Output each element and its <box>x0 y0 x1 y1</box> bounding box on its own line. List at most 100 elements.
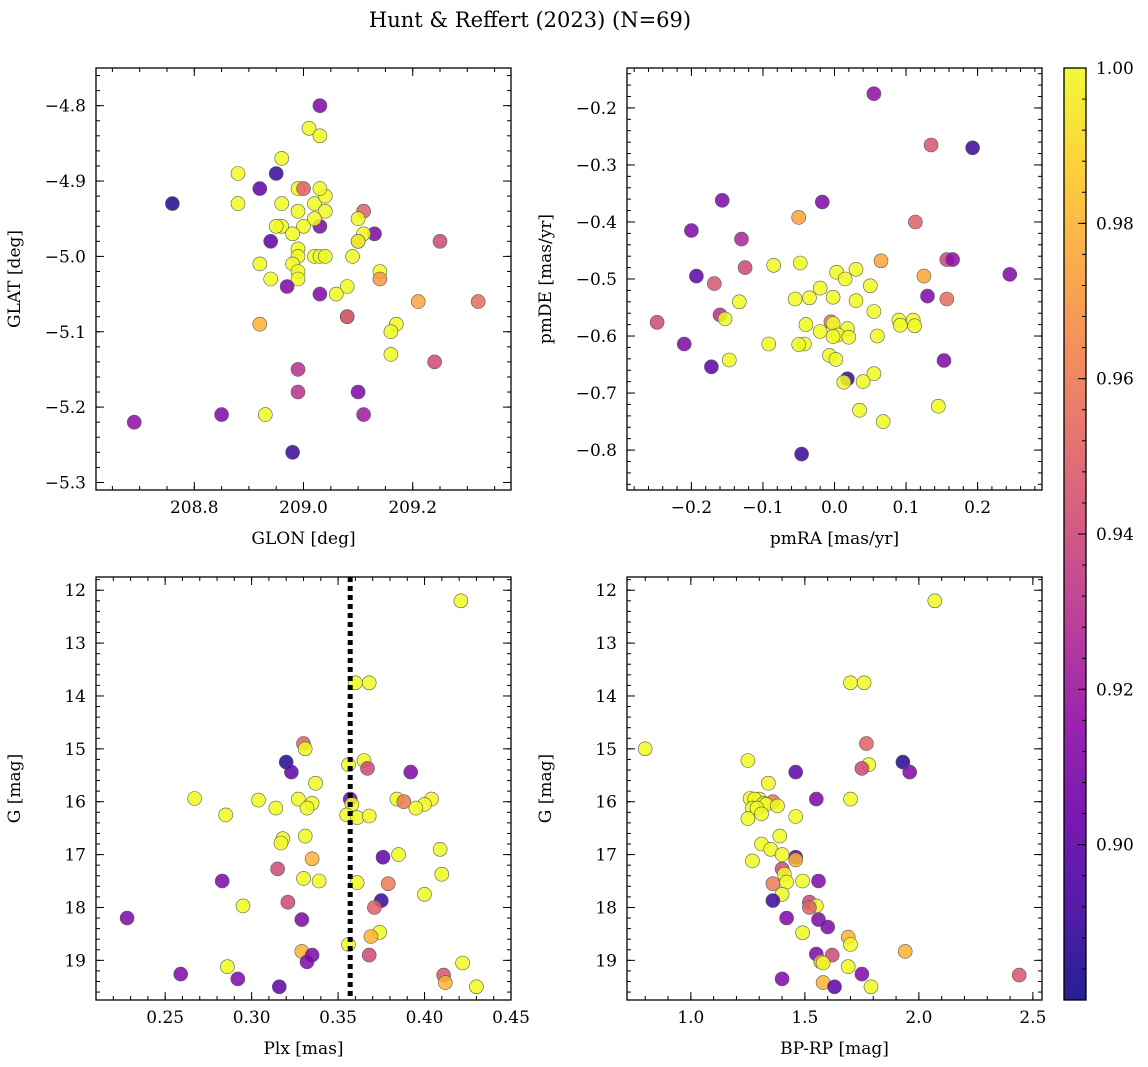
panel-cmd: 1.0 1.5 2.0 2.5 12 13 14 15 16 17 18 19 BP-RP [mag] G… <box>536 576 1046 1059</box>
x-tick-label: 1.5 <box>791 1008 818 1028</box>
data-point <box>916 268 932 284</box>
data-point <box>304 851 320 867</box>
data-point <box>214 407 229 422</box>
y-tick-label: 17 <box>595 846 617 866</box>
y-tick-label: 17 <box>64 846 86 866</box>
data-point <box>774 971 790 987</box>
data-point <box>706 276 722 291</box>
data-point <box>792 255 808 271</box>
data-point <box>328 286 344 302</box>
data-point <box>367 900 382 915</box>
data-point <box>349 875 365 890</box>
data-point <box>827 979 842 995</box>
data-point <box>285 226 300 242</box>
data-point <box>902 764 918 780</box>
x-tick-label: 0.1 <box>893 498 920 518</box>
data-point <box>927 593 943 609</box>
scatter-points <box>649 86 1018 462</box>
y-tick-label: −0.2 <box>576 99 617 119</box>
data-point <box>908 214 923 230</box>
data-point <box>939 291 955 307</box>
tick-marks <box>627 68 1042 490</box>
x-tick-label: 2.0 <box>905 1008 932 1028</box>
data-point <box>268 219 284 234</box>
colorbar-tick-label: 0.90 <box>1096 836 1134 856</box>
data-point <box>361 808 377 824</box>
data-point <box>854 966 870 982</box>
data-point <box>788 764 804 780</box>
y-tick-label: 13 <box>595 634 617 654</box>
data-point <box>312 181 328 196</box>
data-point <box>841 329 857 345</box>
y-axis-label: pmDE [mas/yr] <box>536 214 556 344</box>
data-point <box>866 86 882 101</box>
data-point <box>284 764 299 780</box>
data-point <box>279 279 295 294</box>
data-point <box>843 937 858 952</box>
x-axis-label: BP-RP [mag] <box>780 1039 889 1059</box>
data-point <box>396 794 412 810</box>
data-point <box>363 929 379 944</box>
data-point <box>230 196 246 211</box>
data-point <box>843 791 858 807</box>
y-tick-label: −4.9 <box>45 172 86 192</box>
data-point <box>339 279 355 294</box>
x-tick-label: −0.1 <box>742 498 783 518</box>
y-tick-label: −5.3 <box>45 473 86 493</box>
panel-pm: −0.2 −0.1 0.0 0.1 0.2 −0.8 −0.7 −0.6 −0.5 −0.4 −0.… <box>536 67 1043 549</box>
data-point <box>268 800 284 816</box>
data-point <box>214 873 230 889</box>
data-point <box>637 741 653 757</box>
data-point <box>350 234 366 249</box>
data-point <box>930 398 946 414</box>
data-point <box>408 800 424 816</box>
data-point <box>290 362 306 377</box>
panel-sky: 208.8 209.0 209.2 −5.3 −5.2 −5.1 −5.0 −4.9 −4.8 G… <box>5 67 512 549</box>
x-axis-label: GLON [deg] <box>251 529 355 549</box>
colorbar-tick-label: 0.92 <box>1096 680 1134 700</box>
data-point <box>734 231 749 247</box>
colorbar: 0.90 0.92 0.94 0.96 0.98 1.00 <box>1063 59 1134 1001</box>
y-tick-label: 13 <box>64 634 86 654</box>
data-point <box>350 384 366 400</box>
data-point <box>854 761 870 776</box>
data-point <box>965 140 980 156</box>
data-point <box>296 181 311 196</box>
data-point <box>469 979 484 995</box>
data-point <box>740 753 756 768</box>
data-point <box>920 288 935 304</box>
y-tick-label: 16 <box>64 793 86 813</box>
data-point <box>787 291 803 307</box>
y-tick-label: 18 <box>64 898 86 918</box>
data-point <box>274 151 290 166</box>
scatter-points <box>637 593 1027 995</box>
y-tick-label: −0.8 <box>576 441 617 461</box>
data-point <box>873 253 889 269</box>
y-tick-label: −0.6 <box>576 327 617 347</box>
data-point <box>317 203 333 219</box>
data-point <box>812 324 828 339</box>
data-point <box>235 898 251 914</box>
data-point <box>296 871 311 886</box>
data-point <box>802 290 817 306</box>
data-point <box>263 271 279 287</box>
axes-frame <box>95 576 512 1001</box>
data-point <box>798 317 814 332</box>
axes-frame <box>626 576 1043 1001</box>
x-axis-label: pmRA [mas/yr] <box>770 529 899 549</box>
data-point <box>745 853 760 869</box>
data-point <box>165 196 180 211</box>
data-point <box>737 260 753 275</box>
y-tick-label: 12 <box>595 581 617 601</box>
data-point <box>815 955 831 971</box>
data-point <box>875 414 891 429</box>
y-axis-label: GLAT [deg] <box>5 230 25 328</box>
x-tick-label: 0.45 <box>492 1008 530 1028</box>
data-point <box>410 294 426 309</box>
data-point <box>892 317 908 333</box>
y-tick-label: −0.7 <box>576 384 617 404</box>
data-point <box>270 861 285 877</box>
data-point <box>740 811 756 826</box>
x-tick-label: −0.2 <box>671 498 712 518</box>
tick-marks <box>96 68 511 490</box>
